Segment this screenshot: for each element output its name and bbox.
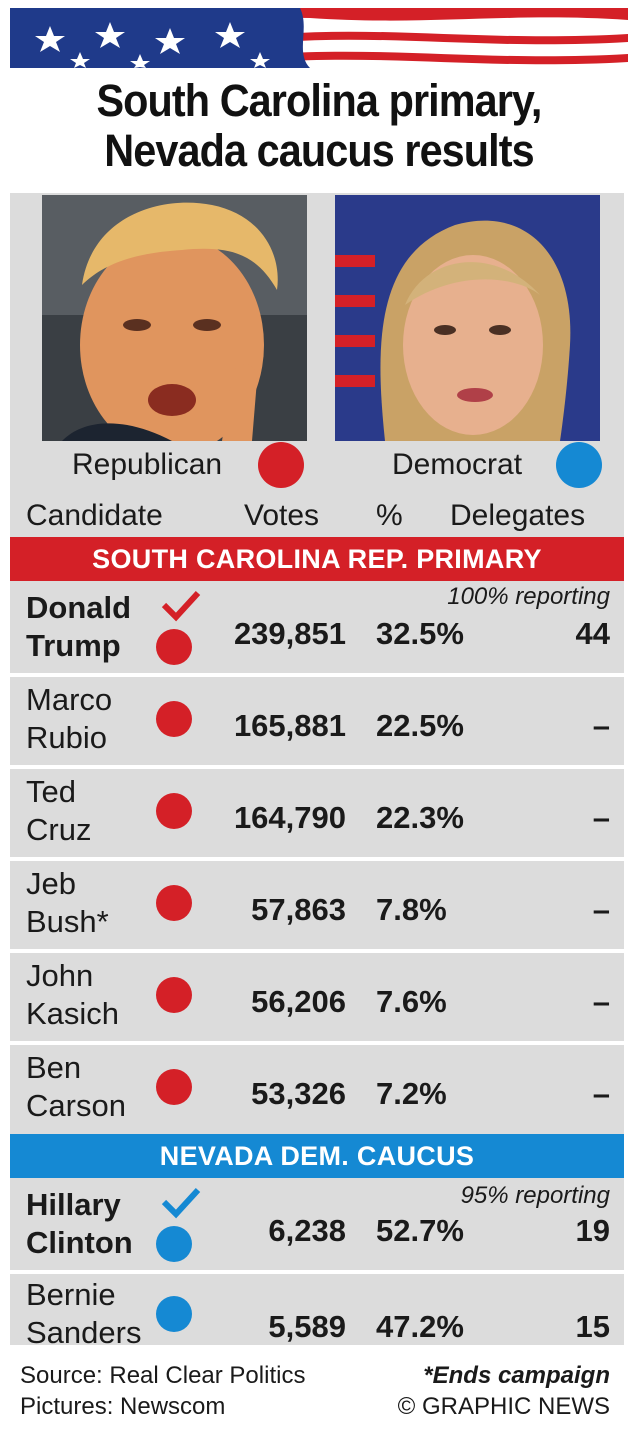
- votes-value: 53,326: [251, 1076, 346, 1111]
- percent-value: 22.5%: [376, 708, 464, 743]
- page-title: South Carolina primary, Nevada caucus re…: [26, 76, 613, 176]
- candidate-name: Hillary Clinton: [26, 1187, 133, 1260]
- votes-value: 239,851: [233, 616, 346, 651]
- flag-banner: [10, 8, 628, 68]
- table-row: Marco Rubio 165,881 22.5% –: [10, 677, 624, 765]
- nv-caucus-heading: NEVADA DEM. CAUCUS: [10, 1134, 624, 1178]
- column-header-votes: Votes: [244, 499, 320, 532]
- votes-value: 165,881: [233, 708, 346, 743]
- source-text: Source: Real Clear Politics: [20, 1362, 306, 1389]
- percent-value: 7.2%: [376, 1076, 447, 1111]
- candidate-name: John Kasich: [26, 958, 120, 1031]
- republican-label: Republican: [72, 448, 223, 481]
- republican-dot-icon: [156, 885, 192, 921]
- title-line-1: South Carolina primary,: [96, 75, 542, 126]
- percent-value: 32.5%: [376, 616, 464, 651]
- candidate-name: Ted Cruz: [26, 774, 92, 847]
- percent-value: 7.8%: [376, 892, 447, 927]
- table-row: John Kasich 56,206 7.6% –: [10, 953, 624, 1041]
- table-row: Jeb Bush* 57,863 7.8% –: [10, 861, 624, 949]
- sc-primary-heading: SOUTH CAROLINA REP. PRIMARY: [10, 537, 624, 581]
- reporting-status: 95% reporting: [460, 1182, 610, 1209]
- column-header-candidate: Candidate: [26, 499, 163, 532]
- delegates-value: 19: [575, 1213, 610, 1248]
- percent-value: 22.3%: [376, 800, 464, 835]
- winner-check-icon: [161, 1187, 201, 1219]
- percent-value: 52.7%: [376, 1213, 464, 1248]
- democrat-dot-icon: [156, 1226, 192, 1262]
- table-row: Ben Carson 53,326 7.2% –: [10, 1045, 624, 1134]
- row-divider: [10, 949, 624, 953]
- column-header-delegates: Delegates: [450, 499, 586, 532]
- votes-value: 5,589: [268, 1309, 346, 1344]
- candidate-name: Ben Carson: [26, 1050, 126, 1123]
- republican-dot-icon: [156, 701, 192, 737]
- democrat-candidate-photo: [335, 195, 600, 441]
- percent-value: 47.2%: [376, 1309, 464, 1344]
- republican-dot-icon: [258, 442, 304, 488]
- republican-dot-icon: [156, 793, 192, 829]
- winner-check-icon: [161, 590, 201, 622]
- democrat-label: Democrat: [392, 448, 523, 481]
- votes-value: 164,790: [233, 800, 346, 835]
- delegates-value: 44: [575, 616, 610, 651]
- copyright-text: © GRAPHIC NEWS: [397, 1393, 610, 1420]
- row-divider: [10, 673, 624, 677]
- democrat-dot-icon: [156, 1296, 192, 1332]
- row-divider: [10, 765, 624, 769]
- votes-value: 6,238: [268, 1213, 346, 1248]
- candidate-name: Donald Trump: [26, 590, 132, 663]
- footer-credits: Source: Real Clear Politics Pictures: Ne…: [20, 1360, 305, 1422]
- table-row: Donald Trump 100% reporting 239,851 32.5%…: [10, 581, 624, 673]
- row-divider: [10, 1041, 624, 1045]
- republican-candidate-photo: [42, 195, 307, 441]
- delegates-value: –: [592, 892, 610, 927]
- table-row: Bernie Sanders 5,589 47.2% 15: [10, 1274, 624, 1350]
- row-divider: [10, 857, 624, 861]
- title-line-2: Nevada caucus results: [104, 125, 534, 176]
- delegates-value: –: [592, 708, 610, 743]
- percent-value: 7.6%: [376, 984, 447, 1019]
- candidate-name: Bernie Sanders: [26, 1277, 142, 1350]
- delegates-value: –: [592, 800, 610, 835]
- candidate-name: Jeb Bush*: [26, 866, 109, 939]
- republican-dot-icon: [156, 1069, 192, 1105]
- footnote-text: *Ends campaign: [423, 1362, 610, 1389]
- row-divider: [10, 1270, 624, 1274]
- delegates-value: –: [592, 1076, 610, 1111]
- votes-value: 57,863: [251, 892, 346, 927]
- republican-dot-icon: [156, 977, 192, 1013]
- pictures-text: Pictures: Newscom: [20, 1393, 226, 1420]
- footer-notes: *Ends campaign © GRAPHIC NEWS: [398, 1360, 610, 1422]
- delegates-value: 15: [575, 1309, 610, 1344]
- delegates-value: –: [592, 984, 610, 1019]
- republican-dot-icon: [156, 629, 192, 665]
- column-header-pct: %: [376, 499, 403, 532]
- table-row: Hillary Clinton 95% reporting 6,238 52.7%…: [10, 1178, 624, 1270]
- candidate-name: Marco Rubio: [26, 682, 113, 755]
- reporting-status: 100% reporting: [447, 583, 610, 610]
- democrat-dot-icon: [556, 442, 602, 488]
- votes-value: 56,206: [251, 984, 346, 1019]
- table-row: Ted Cruz 164,790 22.3% –: [10, 769, 624, 857]
